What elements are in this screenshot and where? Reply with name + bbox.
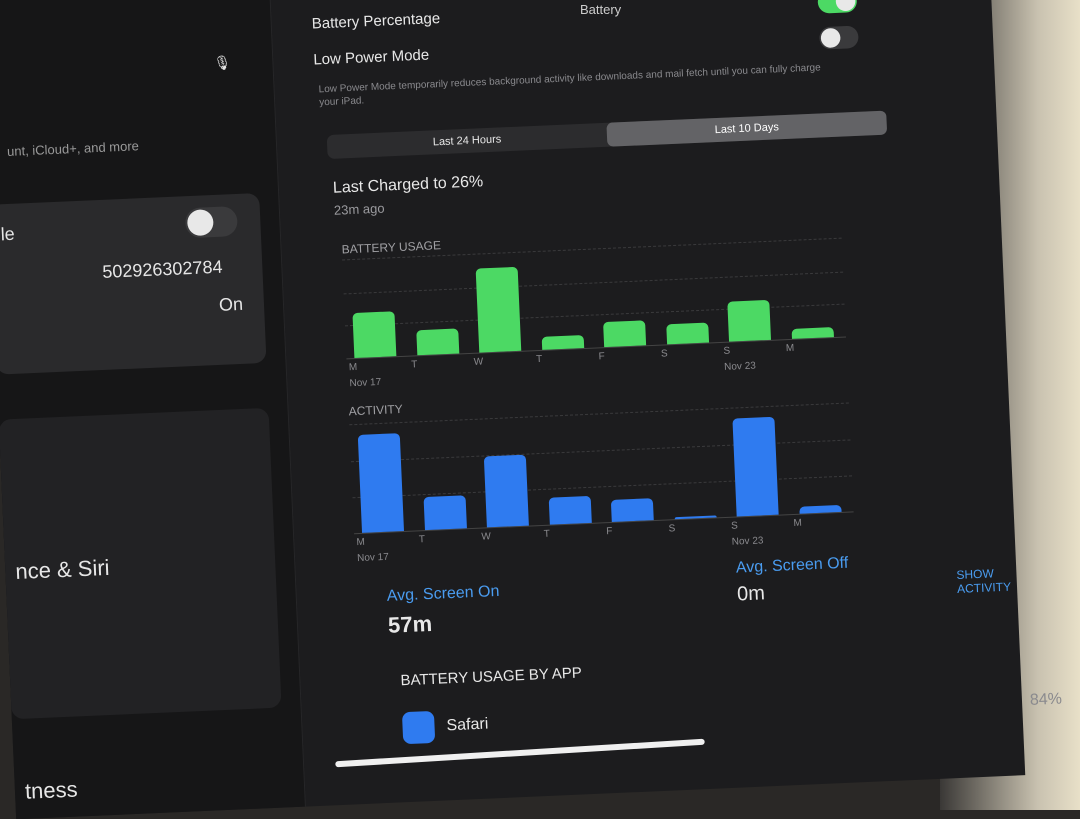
show-activity-button[interactable]: SHOW ACTIVITY: [956, 566, 1012, 596]
settings-card-2: nce & Siri: [0, 407, 282, 720]
status-value: On: [218, 293, 244, 315]
app-name: Safari: [446, 715, 489, 735]
date-label: Nov 23: [731, 535, 764, 548]
microphone-icon[interactable]: 🎙: [213, 54, 232, 71]
x-tick-label: T: [535, 353, 543, 366]
last-charged-title: Last Charged to 26%: [332, 173, 484, 197]
x-tick-label: M: [785, 342, 795, 355]
avg-screen-on-value: 57m: [387, 610, 433, 638]
low-power-toggle[interactable]: [818, 25, 859, 50]
low-power-footnote: Low Power Mode temporarily reduces backg…: [318, 62, 821, 109]
app-percent: 84%: [1029, 690, 1063, 709]
account-subtitle: unt, iCloud+, and more: [6, 138, 140, 159]
avg-screen-off-label: Avg. Screen Off: [735, 554, 849, 577]
bar-4[interactable]: [603, 320, 647, 348]
avg-screen-off-value: 0m: [736, 582, 766, 606]
avg-screen-on-label: Avg. Screen On: [386, 582, 500, 605]
battery-usage-label: BATTERY USAGE: [341, 238, 442, 257]
battery-pane: Battery Percentage Low Power Mode Low Po…: [310, 0, 1062, 805]
activity-label: ACTIVITY: [348, 401, 403, 419]
last-charged-subtitle: 23m ago: [333, 200, 385, 218]
bar-2[interactable]: [475, 266, 522, 353]
bar-4[interactable]: [610, 498, 654, 522]
x-tick-label: F: [605, 525, 613, 538]
sidebar-item-fitness[interactable]: tness: [24, 776, 79, 804]
bar-6[interactable]: [732, 416, 779, 517]
bar-5[interactable]: [674, 515, 717, 520]
bar-1[interactable]: [415, 328, 459, 356]
bar-5[interactable]: [665, 322, 709, 345]
battery-percentage-toggle[interactable]: [817, 0, 858, 14]
tab-last-10-days[interactable]: Last 10 Days: [606, 110, 888, 147]
x-tick-label: S: [660, 348, 668, 360]
time-range-segmented-control: Last 24 Hours Last 10 Days: [326, 110, 888, 159]
x-tick-label: T: [411, 359, 418, 371]
bar-1[interactable]: [423, 495, 467, 531]
battery-usage-chart[interactable]: M T W T F S S M Nov 17 Nov 23: [342, 237, 846, 389]
sidebar-item-siri[interactable]: nce & Siri: [14, 554, 111, 584]
bar-3[interactable]: [548, 495, 592, 525]
bar-2[interactable]: [483, 454, 529, 528]
x-tick-label: M: [356, 536, 366, 549]
sidebar-toggle[interactable]: [184, 206, 238, 239]
settings-card: le 502926302784 On: [0, 193, 267, 375]
toggle-row-label: le: [0, 223, 16, 245]
app-row-safari[interactable]: Safari 84%: [401, 683, 1063, 745]
gridline: [343, 271, 844, 295]
battery-percentage-label: Battery Percentage: [311, 9, 441, 33]
date-label: Nov 23: [723, 360, 757, 373]
page-title: Battery: [580, 2, 622, 17]
tab-last-24-hours[interactable]: Last 24 Hours: [432, 133, 502, 149]
x-tick-label: W: [473, 356, 484, 368]
date-label: Nov 17: [356, 551, 390, 565]
date-label: Nov 17: [349, 376, 382, 390]
x-tick-label: M: [793, 517, 803, 530]
low-power-label: Low Power Mode: [313, 46, 430, 69]
activity-chart[interactable]: M T W T F S S M Nov 17 Nov 23: [349, 402, 854, 564]
x-tick-label: T: [543, 528, 551, 540]
x-tick-label: W: [481, 531, 492, 543]
serial-number: 502926302784: [101, 256, 223, 282]
x-tick-label: T: [418, 534, 426, 546]
x-tick-label: S: [668, 523, 676, 535]
battery-usage-by-app-header: BATTERY USAGE BY APP: [400, 664, 583, 690]
x-tick-label: S: [723, 345, 731, 357]
bar-3[interactable]: [541, 335, 584, 350]
bar-0[interactable]: [352, 311, 397, 359]
bar-6[interactable]: [727, 300, 772, 342]
bar-7[interactable]: [791, 327, 834, 339]
bar-7[interactable]: [798, 505, 842, 514]
x-tick-label: F: [598, 351, 605, 363]
x-tick-label: M: [348, 361, 358, 374]
x-tick-label: S: [730, 520, 739, 532]
sidebar: 🎙 unt, iCloud+, and more le 502926302784…: [0, 0, 306, 819]
bar-0[interactable]: [357, 433, 405, 533]
safari-icon: [401, 710, 436, 745]
